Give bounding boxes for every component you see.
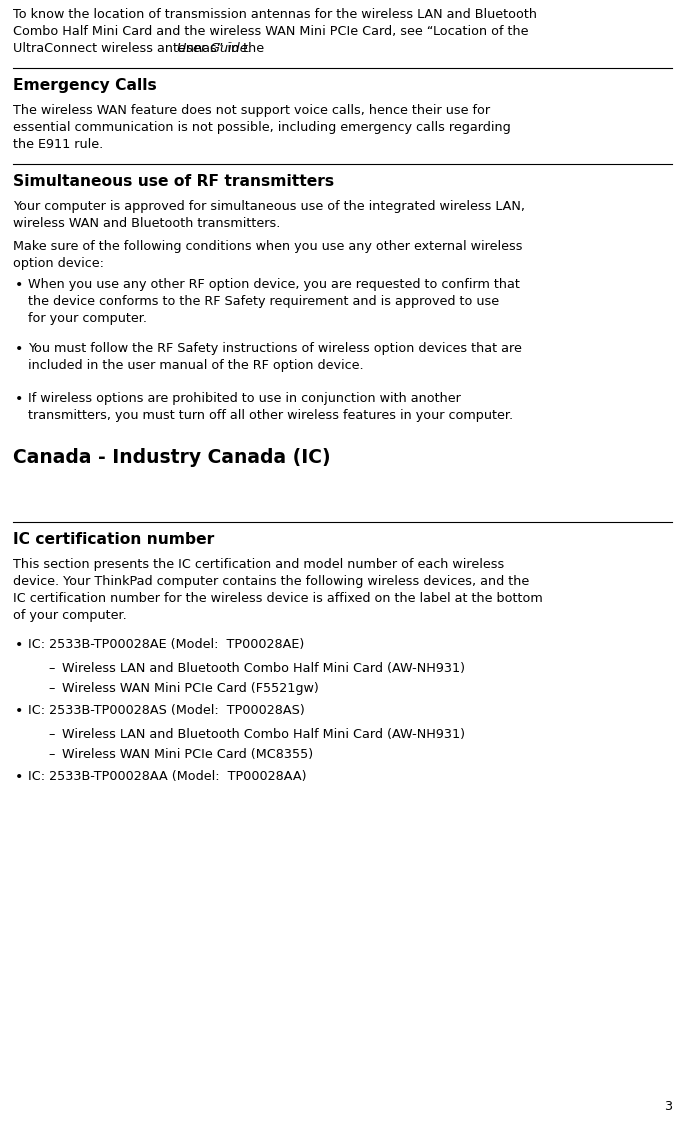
Text: IC certification number: IC certification number — [13, 532, 214, 547]
Text: You must follow the RF Safety instructions of wireless option devices that are: You must follow the RF Safety instructio… — [28, 343, 522, 355]
Text: for your computer.: for your computer. — [28, 312, 147, 325]
Text: –: – — [48, 682, 54, 695]
Text: transmitters, you must turn off all other wireless features in your computer.: transmitters, you must turn off all othe… — [28, 409, 513, 422]
Text: the E911 rule.: the E911 rule. — [13, 138, 103, 150]
Text: of your computer.: of your computer. — [13, 609, 127, 622]
Text: Emergency Calls: Emergency Calls — [13, 77, 157, 93]
Text: If wireless options are prohibited to use in conjunction with another: If wireless options are prohibited to us… — [28, 392, 461, 405]
Text: –: – — [48, 748, 54, 761]
Text: essential communication is not possible, including emergency calls regarding: essential communication is not possible,… — [13, 121, 511, 134]
Text: UltraConnect wireless antennas” in the: UltraConnect wireless antennas” in the — [13, 42, 268, 55]
Text: Your computer is approved for simultaneous use of the integrated wireless LAN,: Your computer is approved for simultaneo… — [13, 200, 525, 213]
Text: •: • — [15, 704, 23, 718]
Text: Make sure of the following conditions when you use any other external wireless: Make sure of the following conditions wh… — [13, 240, 523, 253]
Text: Simultaneous use of RF transmitters: Simultaneous use of RF transmitters — [13, 174, 334, 189]
Text: The wireless WAN feature does not support voice calls, hence their use for: The wireless WAN feature does not suppor… — [13, 104, 490, 117]
Text: •: • — [15, 638, 23, 652]
Text: device. Your ThinkPad computer contains the following wireless devices, and the: device. Your ThinkPad computer contains … — [13, 575, 530, 587]
Text: –: – — [48, 661, 54, 675]
Text: User Guide.: User Guide. — [177, 42, 252, 55]
Text: To know the location of transmission antennas for the wireless LAN and Bluetooth: To know the location of transmission ant… — [13, 8, 537, 21]
Text: 3: 3 — [664, 1101, 672, 1113]
Text: IC: 2533B-TP00028AS (Model:  TP00028AS): IC: 2533B-TP00028AS (Model: TP00028AS) — [28, 704, 305, 716]
Text: When you use any other RF option device, you are requested to confirm that: When you use any other RF option device,… — [28, 279, 520, 291]
Text: IC certification number for the wireless device is affixed on the label at the b: IC certification number for the wireless… — [13, 592, 543, 604]
Text: wireless WAN and Bluetooth transmitters.: wireless WAN and Bluetooth transmitters. — [13, 217, 280, 230]
Text: Wireless WAN Mini PCIe Card (MC8355): Wireless WAN Mini PCIe Card (MC8355) — [62, 748, 313, 761]
Text: Wireless LAN and Bluetooth Combo Half Mini Card (AW-NH931): Wireless LAN and Bluetooth Combo Half Mi… — [62, 661, 465, 675]
Text: •: • — [15, 279, 23, 292]
Text: •: • — [15, 343, 23, 356]
Text: IC: 2533B-TP00028AA (Model:  TP00028AA): IC: 2533B-TP00028AA (Model: TP00028AA) — [28, 770, 306, 783]
Text: This section presents the IC certification and model number of each wireless: This section presents the IC certificati… — [13, 558, 504, 570]
Text: •: • — [15, 392, 23, 407]
Text: Combo Half Mini Card and the wireless WAN Mini PCIe Card, see “Location of the: Combo Half Mini Card and the wireless WA… — [13, 25, 529, 38]
Text: –: – — [48, 728, 54, 741]
Text: Canada - Industry Canada (IC): Canada - Industry Canada (IC) — [13, 448, 331, 467]
Text: included in the user manual of the RF option device.: included in the user manual of the RF op… — [28, 359, 364, 372]
Text: the device conforms to the RF Safety requirement and is approved to use: the device conforms to the RF Safety req… — [28, 295, 499, 308]
Text: option device:: option device: — [13, 257, 104, 270]
Text: Wireless LAN and Bluetooth Combo Half Mini Card (AW-NH931): Wireless LAN and Bluetooth Combo Half Mi… — [62, 728, 465, 741]
Text: Wireless WAN Mini PCIe Card (F5521gw): Wireless WAN Mini PCIe Card (F5521gw) — [62, 682, 319, 695]
Text: •: • — [15, 770, 23, 784]
Text: IC: 2533B-TP00028AE (Model:  TP00028AE): IC: 2533B-TP00028AE (Model: TP00028AE) — [28, 638, 304, 651]
